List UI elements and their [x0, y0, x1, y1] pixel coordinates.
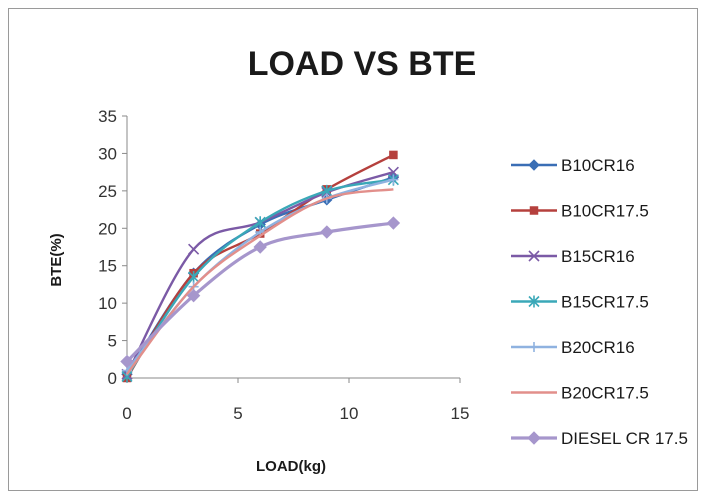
legend-swatch-marker	[528, 159, 540, 171]
data-point	[186, 288, 201, 303]
y-tick-label: 5	[108, 332, 117, 351]
y-axis-title: BTE(%)	[48, 233, 65, 286]
legend-label: B20CR17.5	[561, 384, 649, 403]
x-axis-title: LOAD(kg)	[256, 458, 326, 475]
series-line	[125, 153, 394, 379]
y-tick-label: 30	[98, 144, 117, 163]
data-point	[254, 216, 266, 229]
data-point	[188, 243, 200, 255]
legend-label: B10CR17.5	[561, 202, 649, 221]
series-line	[125, 176, 394, 375]
chart-title: LOAD VS BTE	[248, 45, 477, 83]
chart-svg: LOAD VS BTE BTE(%) LOAD(kg) 0 5 10 15 20 25 30…	[48, 45, 688, 475]
data-point	[320, 225, 334, 239]
legend-item: B20CR17.5	[511, 384, 649, 403]
series-2	[121, 166, 399, 380]
series-line	[126, 178, 394, 378]
x-tick-label: 5	[233, 404, 242, 423]
y-tick-label: 35	[98, 107, 117, 126]
legend-label: B15CR16	[561, 247, 635, 266]
y-tick-label: 20	[98, 219, 117, 238]
data-point	[386, 216, 401, 230]
legend: B10CR16 B10CR17.5 B15CR16 B15CR17.5 B20CR16 B…	[511, 156, 688, 448]
series-line	[125, 170, 394, 375]
data-point	[188, 270, 200, 283]
data-point	[388, 174, 399, 185]
legend-label: B10CR16	[561, 156, 635, 175]
legend-swatch-marker	[529, 342, 539, 352]
y-tick-label: 10	[98, 294, 117, 313]
legend-swatch-marker	[528, 295, 540, 308]
data-point	[253, 240, 267, 254]
legend-item: B10CR17.5	[511, 202, 649, 221]
legend-item: B15CR17.5	[511, 293, 649, 312]
series-0	[121, 171, 400, 380]
series-3	[121, 173, 399, 383]
legend-item: B10CR16	[511, 156, 635, 175]
x-tick-label: 10	[340, 404, 359, 423]
series-line	[126, 178, 394, 372]
legend-item: B20CR16	[511, 338, 635, 357]
x-tick-label: 15	[451, 404, 470, 423]
legend-label: B15CR17.5	[561, 293, 649, 312]
axes: 0 5 10 15 20 25 30 35 0 5 10 15	[98, 107, 469, 423]
data-point	[120, 354, 134, 369]
legend-swatch-marker	[529, 206, 539, 215]
y-tick-label: 25	[98, 182, 117, 201]
legend-label: B20CR16	[561, 338, 635, 357]
x-tick-label: 0	[122, 404, 131, 423]
legend-item: DIESEL CR 17.5	[511, 429, 688, 448]
legend-item: B15CR16	[511, 247, 635, 266]
legend-swatch-marker	[528, 250, 540, 262]
series-4	[122, 174, 399, 376]
y-tick-label: 15	[98, 257, 117, 276]
legend-swatch-marker	[527, 431, 541, 445]
legend-label: DIESEL CR 17.5	[561, 429, 688, 448]
y-tick-label: 0	[108, 369, 117, 388]
chart-frame: LOAD VS BTE BTE(%) LOAD(kg) 0 5 10 15 20 25 30…	[8, 8, 698, 491]
series-6	[120, 216, 401, 369]
data-point	[389, 150, 398, 160]
series-layer	[120, 150, 401, 383]
